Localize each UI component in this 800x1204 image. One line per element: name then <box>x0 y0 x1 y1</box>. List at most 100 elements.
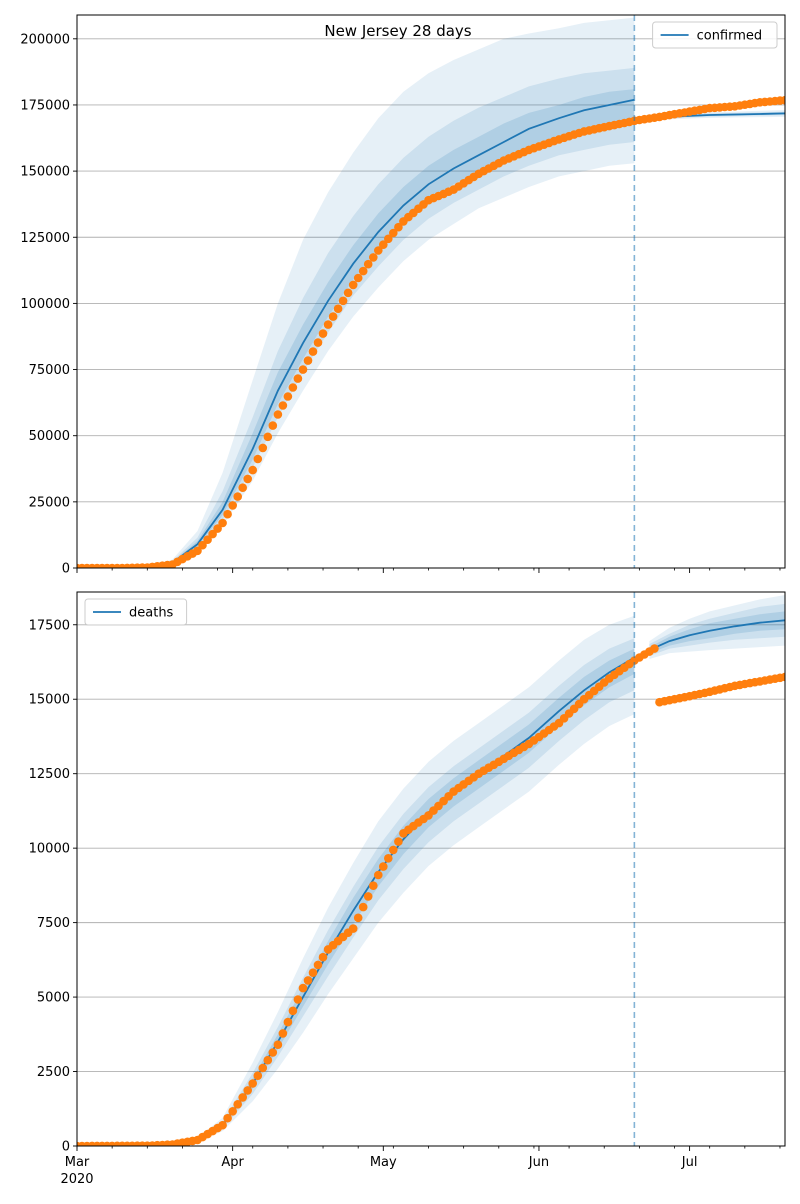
confirmed-observed-point <box>313 338 323 347</box>
deaths-uncertainty-band <box>77 615 635 1146</box>
confirmed-y-tick-label: 0 <box>62 562 70 577</box>
confirmed-observed-point <box>213 524 222 533</box>
deaths-legend-box <box>84 598 188 626</box>
deaths-observed-point <box>303 976 313 985</box>
confirmed-observed-point <box>369 253 378 262</box>
confirmed-observed-point <box>394 222 403 232</box>
confirmed-observed-point <box>780 95 785 105</box>
deaths-observed-point <box>288 1006 298 1016</box>
deaths-observed-point <box>233 1100 242 1109</box>
deaths-panel: 0 2500 5000 7500 10000 12500 15000 17500 Mar 2020… <box>29 591 786 1187</box>
deaths-observed-point <box>308 968 318 977</box>
deaths-uncertainty-band <box>649 611 785 654</box>
confirmed-observed-point <box>243 474 252 484</box>
deaths-observed-point <box>273 1040 283 1049</box>
confirmed-observed-point <box>193 546 202 556</box>
deaths-uncertainty-band <box>649 595 785 659</box>
x-tick-label: May <box>370 1155 397 1170</box>
confirmed-observed-point <box>338 296 348 306</box>
x-tick-label: Jun <box>528 1155 549 1170</box>
deaths-observed-point <box>369 881 378 890</box>
confirmed-observed-point <box>348 280 358 290</box>
deaths-observed-point <box>243 1086 252 1095</box>
deaths-observed-point <box>278 1029 288 1038</box>
confirmed-observed-point <box>273 410 283 419</box>
confirmed-observed-point <box>288 383 298 392</box>
confirmed-panel: 0 25000 50000 75000 100000 125000 150000 175000… <box>20 14 786 577</box>
confirmed-observed-point <box>323 320 333 329</box>
confirmed-observed-point <box>218 518 227 528</box>
deaths-observed-point <box>228 1107 237 1116</box>
deaths-observed-point <box>358 902 368 912</box>
deaths-y-tick-label: 7500 <box>37 916 70 931</box>
deaths-observed-point <box>218 1120 227 1130</box>
confirmed-observed-point <box>258 443 268 453</box>
figure-title: New Jersey 28 days <box>324 22 471 40</box>
confirmed-observed-point <box>308 347 318 356</box>
deaths-axes-frame <box>76 591 786 1147</box>
deaths-observed-point <box>293 995 303 1004</box>
deaths-y-tick-label: 15000 <box>29 693 70 708</box>
confirmed-observed-point <box>198 540 207 550</box>
confirmed-observed-point <box>318 329 328 338</box>
confirmed-observed-point <box>358 266 368 276</box>
confirmed-y-tick-label: 125000 <box>20 231 70 246</box>
confirmed-observed-point <box>238 483 247 493</box>
confirmed-observed-point <box>363 259 373 269</box>
confirmed-observed-point <box>203 535 212 544</box>
deaths-plot-area <box>77 595 785 1146</box>
confirmed-observed-point <box>389 228 398 238</box>
confirmed-legend-box <box>652 21 778 49</box>
deaths-observed-point <box>394 837 403 846</box>
confirmed-observed-point <box>353 273 363 283</box>
confirmed-y-tick-label: 100000 <box>20 297 70 312</box>
confirmed-y-tick-label: 150000 <box>20 165 70 180</box>
confirmed-observed-point <box>333 304 343 314</box>
confirmed-observed-point <box>343 288 353 298</box>
confirmed-y-tick-label: 75000 <box>29 363 70 378</box>
confirmed-model-line <box>77 98 635 568</box>
confirmed-observed-point <box>263 432 273 442</box>
deaths-observed-point <box>253 1071 263 1080</box>
deaths-observed-point <box>353 913 363 923</box>
deaths-observed-point <box>298 983 308 993</box>
deaths-observed-point <box>348 924 358 933</box>
confirmed-legend-label: confirmed <box>697 29 763 44</box>
deaths-y-tick-label: 17500 <box>29 618 70 633</box>
confirmed-observed-point <box>268 421 278 430</box>
confirmed-plot-area <box>77 17 785 568</box>
deaths-observed-point <box>223 1113 232 1123</box>
confirmed-observed-point <box>208 529 217 539</box>
deaths-observed-point <box>318 952 328 962</box>
deaths-observed-point <box>363 892 373 901</box>
deaths-y-tick-label: 0 <box>62 1140 70 1155</box>
deaths-observed-point <box>238 1093 247 1102</box>
deaths-legend: deaths <box>84 598 188 626</box>
deaths-y-tick-label: 12500 <box>29 767 70 782</box>
confirmed-axes-frame <box>76 14 786 569</box>
confirmed-y-tick-label: 200000 <box>20 32 70 47</box>
deaths-model-line <box>649 619 785 651</box>
confirmed-observed-point <box>223 509 232 519</box>
deaths-observed-point <box>379 862 388 871</box>
deaths-observed-point <box>374 870 383 880</box>
confirmed-observed-point <box>253 454 263 464</box>
deaths-observed-point <box>780 672 785 682</box>
deaths-observed-point <box>384 854 393 863</box>
deaths-legend-label: deaths <box>129 606 174 621</box>
deaths-observed-point <box>248 1079 257 1088</box>
x-tick-label: Mar <box>65 1155 90 1170</box>
confirmed-observed-point <box>248 465 257 475</box>
deaths-observed-point <box>650 644 659 653</box>
confirmed-observed-point <box>303 356 313 365</box>
confirmed-observed-point <box>379 240 388 249</box>
confirmed-observed-point <box>298 365 308 374</box>
confirmed-observed-point <box>278 401 288 410</box>
confirmed-observed-point <box>233 492 242 501</box>
confirmed-legend: confirmed <box>652 21 778 49</box>
x-tick-label: Jul <box>681 1155 698 1170</box>
confirmed-uncertainty-band <box>77 17 635 568</box>
x-tick-year-label: 2020 <box>60 1172 93 1187</box>
deaths-observed-point <box>268 1048 278 1057</box>
